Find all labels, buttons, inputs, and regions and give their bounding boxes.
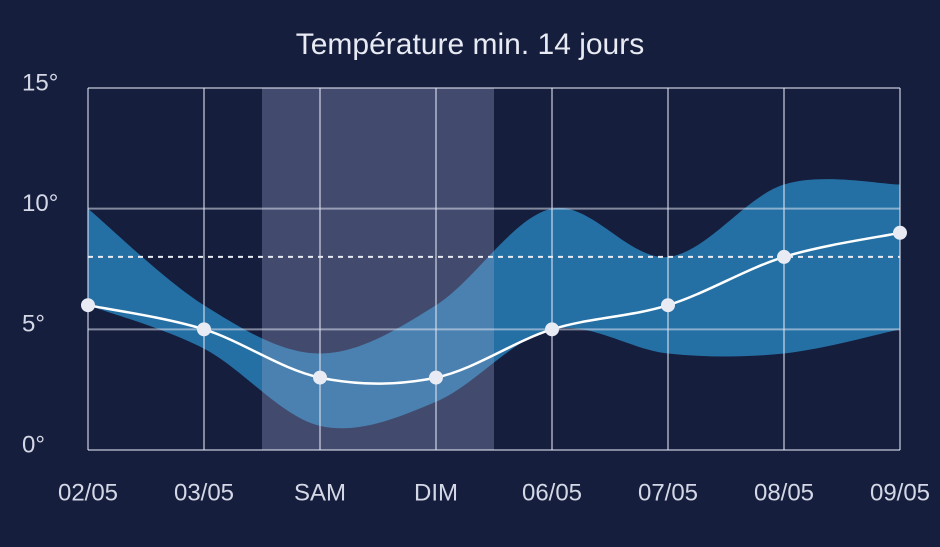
y-tick-label: 10° — [22, 190, 58, 217]
x-tick-label: 09/05 — [870, 479, 930, 506]
point — [777, 249, 791, 264]
point — [429, 370, 443, 385]
x-tick-label: 03/05 — [174, 479, 234, 506]
x-tick-label: 07/05 — [638, 479, 698, 506]
x-tick-label: 08/05 — [754, 479, 814, 506]
point — [81, 298, 95, 313]
y-tick-label: 15° — [22, 69, 58, 96]
x-tick-label: 06/05 — [522, 479, 582, 506]
x-tick-label: SAM — [294, 479, 346, 506]
x-tick-label: DIM — [414, 479, 458, 506]
point — [313, 370, 327, 385]
point — [893, 225, 907, 240]
point — [197, 322, 211, 337]
point — [661, 298, 675, 313]
point — [545, 322, 559, 337]
range-band — [88, 179, 900, 429]
chart-title: Température min. 14 jours — [296, 28, 645, 61]
y-tick-label: 5° — [22, 311, 45, 338]
y-tick-label: 0° — [22, 431, 45, 458]
x-tick-label: 02/05 — [58, 479, 118, 506]
temperature-line — [87, 231, 901, 385]
